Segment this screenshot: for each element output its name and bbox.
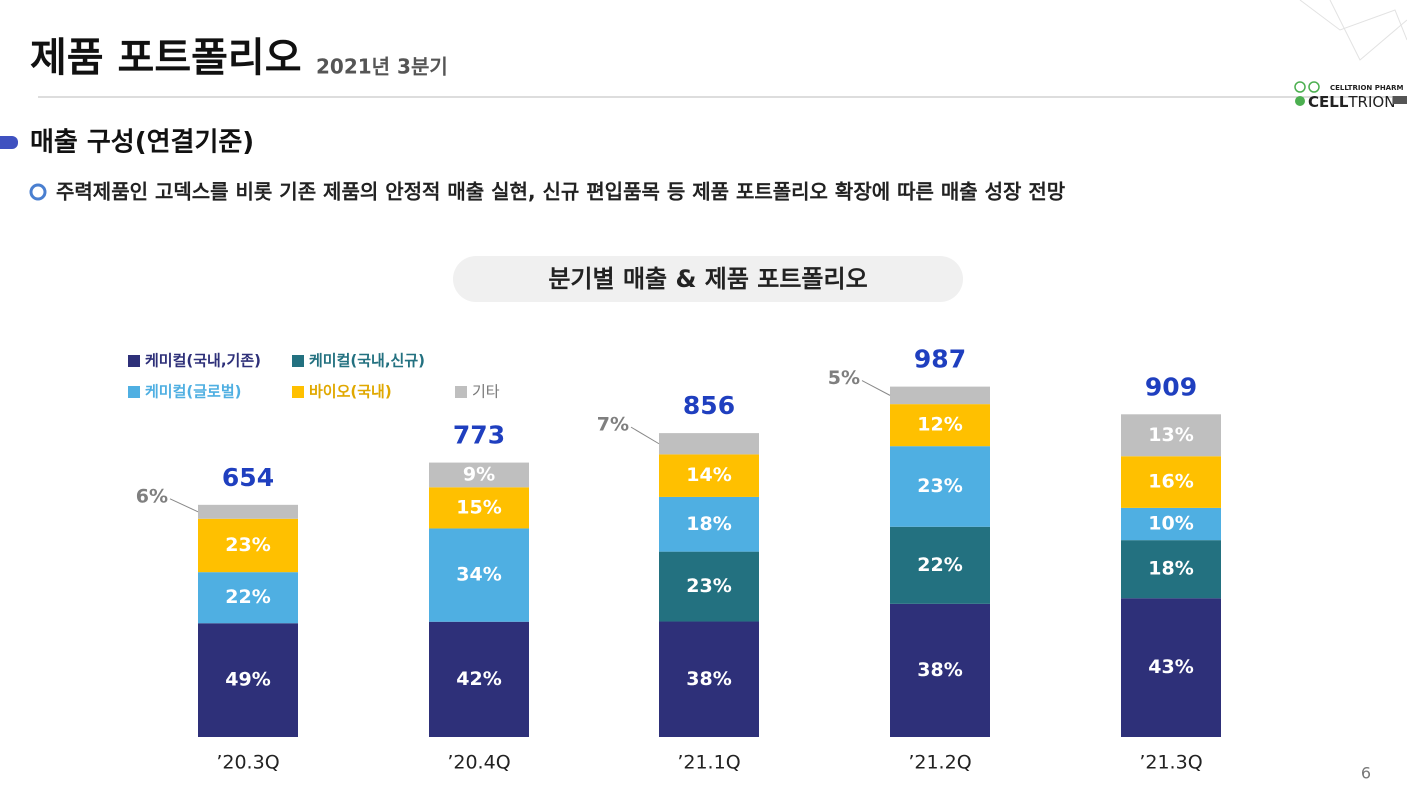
value-label: 12% — [917, 414, 962, 436]
bar-segment — [1121, 507, 1221, 541]
legend-swatch — [128, 386, 140, 398]
total-label: 773 — [453, 421, 505, 450]
legend-swatch — [292, 386, 304, 398]
bar-segment — [429, 528, 529, 622]
slide-subtitle: 2021년 3분기 — [316, 55, 448, 79]
value-label: 7% — [597, 414, 629, 436]
bar-segment — [890, 446, 990, 527]
value-label: 22% — [225, 586, 270, 608]
logo-small: CELLTRION PHARM — [1330, 84, 1403, 92]
value-label: 38% — [917, 659, 962, 681]
bar-segment — [429, 462, 529, 488]
bar-segment — [198, 572, 298, 624]
total-label: 654 — [222, 463, 274, 492]
decoration — [1299, 0, 1407, 61]
logo-dot — [1294, 81, 1306, 93]
bullet-text: 주력제품인 고덱스를 비롯 기존 제품의 안정적 매출 실현, 신규 편입품목 … — [56, 180, 1066, 204]
total-label: 987 — [914, 345, 966, 374]
value-label: 9% — [463, 463, 495, 485]
bar-segment — [1121, 598, 1221, 737]
deco-line — [1329, 0, 1407, 61]
legend-swatch — [128, 355, 140, 367]
value-label: 14% — [686, 464, 731, 486]
value-label: 13% — [1148, 424, 1193, 446]
section-marker — [0, 136, 18, 149]
legend-label: 기타 — [472, 383, 500, 401]
legend-label: 케미컬(글로벌) — [145, 383, 242, 401]
x-tick-label: ’21.2Q — [908, 752, 971, 774]
logo-dot — [1295, 96, 1305, 106]
value-label: 22% — [917, 554, 962, 576]
bar-segment — [890, 386, 990, 405]
value-label: 38% — [686, 668, 731, 690]
bar-segment — [1121, 540, 1221, 599]
leader-line — [861, 380, 891, 396]
value-label: 15% — [456, 496, 501, 518]
value-label: 23% — [917, 475, 962, 497]
value-label: 16% — [1148, 471, 1193, 493]
logo: CELLTRION — [1308, 93, 1395, 111]
legend-swatch — [292, 355, 304, 367]
bar-segment — [1121, 456, 1221, 508]
value-label: 49% — [225, 669, 270, 691]
x-tick-label: ’20.3Q — [216, 752, 279, 774]
bar-segment — [1121, 414, 1221, 457]
bar-segment — [890, 603, 990, 737]
value-label: 10% — [1148, 513, 1193, 535]
chart-title: 분기별 매출 & 제품 포트폴리오 — [548, 265, 867, 293]
bar-segment — [429, 621, 529, 737]
value-label: 34% — [456, 564, 501, 586]
value-label: 43% — [1148, 656, 1193, 678]
bar-segment — [198, 504, 298, 519]
value-label: 6% — [136, 485, 168, 507]
page-number: 6 — [1361, 764, 1371, 783]
bullet-marker — [29, 183, 47, 201]
logo-bar — [1393, 96, 1407, 104]
section-title: 매출 구성(연결기준) — [30, 128, 254, 158]
value-label: 23% — [225, 534, 270, 556]
logo-light: TRION — [1347, 93, 1395, 111]
x-tick-label: ’20.4Q — [447, 752, 510, 774]
slide-title: 제품 포트폴리오 — [30, 35, 302, 81]
legend-label: 케미컬(국내,기존) — [145, 352, 261, 370]
bar-segment — [659, 496, 759, 552]
x-tick-label: ’21.3Q — [1139, 752, 1202, 774]
value-label: 23% — [686, 575, 731, 597]
x-tick-label: ’21.1Q — [677, 752, 740, 774]
value-label: 42% — [456, 668, 501, 690]
total-label: 856 — [683, 391, 735, 420]
value-label: 5% — [828, 367, 860, 389]
bar-segment — [659, 433, 759, 455]
bar-segment — [659, 454, 759, 497]
bar-segment — [429, 487, 529, 529]
chart-title-pill — [453, 256, 963, 302]
bar-segment — [198, 623, 298, 737]
total-label: 909 — [1145, 372, 1197, 401]
leader-line — [630, 426, 660, 445]
logo-bold: CELL — [1308, 93, 1349, 111]
legend-label: 케미컬(국내,신규) — [309, 352, 425, 370]
logo-dot — [1308, 81, 1320, 93]
bar-segment — [890, 526, 990, 604]
bar-segment — [890, 404, 990, 447]
value-label: 18% — [1148, 558, 1193, 580]
bar-segment — [198, 518, 298, 573]
value-label: 18% — [686, 513, 731, 535]
legend-label: 바이오(국내) — [309, 383, 392, 401]
bar-segment — [659, 551, 759, 622]
bar-segment — [659, 621, 759, 737]
legend-swatch — [455, 386, 467, 398]
leader-line — [169, 498, 199, 513]
